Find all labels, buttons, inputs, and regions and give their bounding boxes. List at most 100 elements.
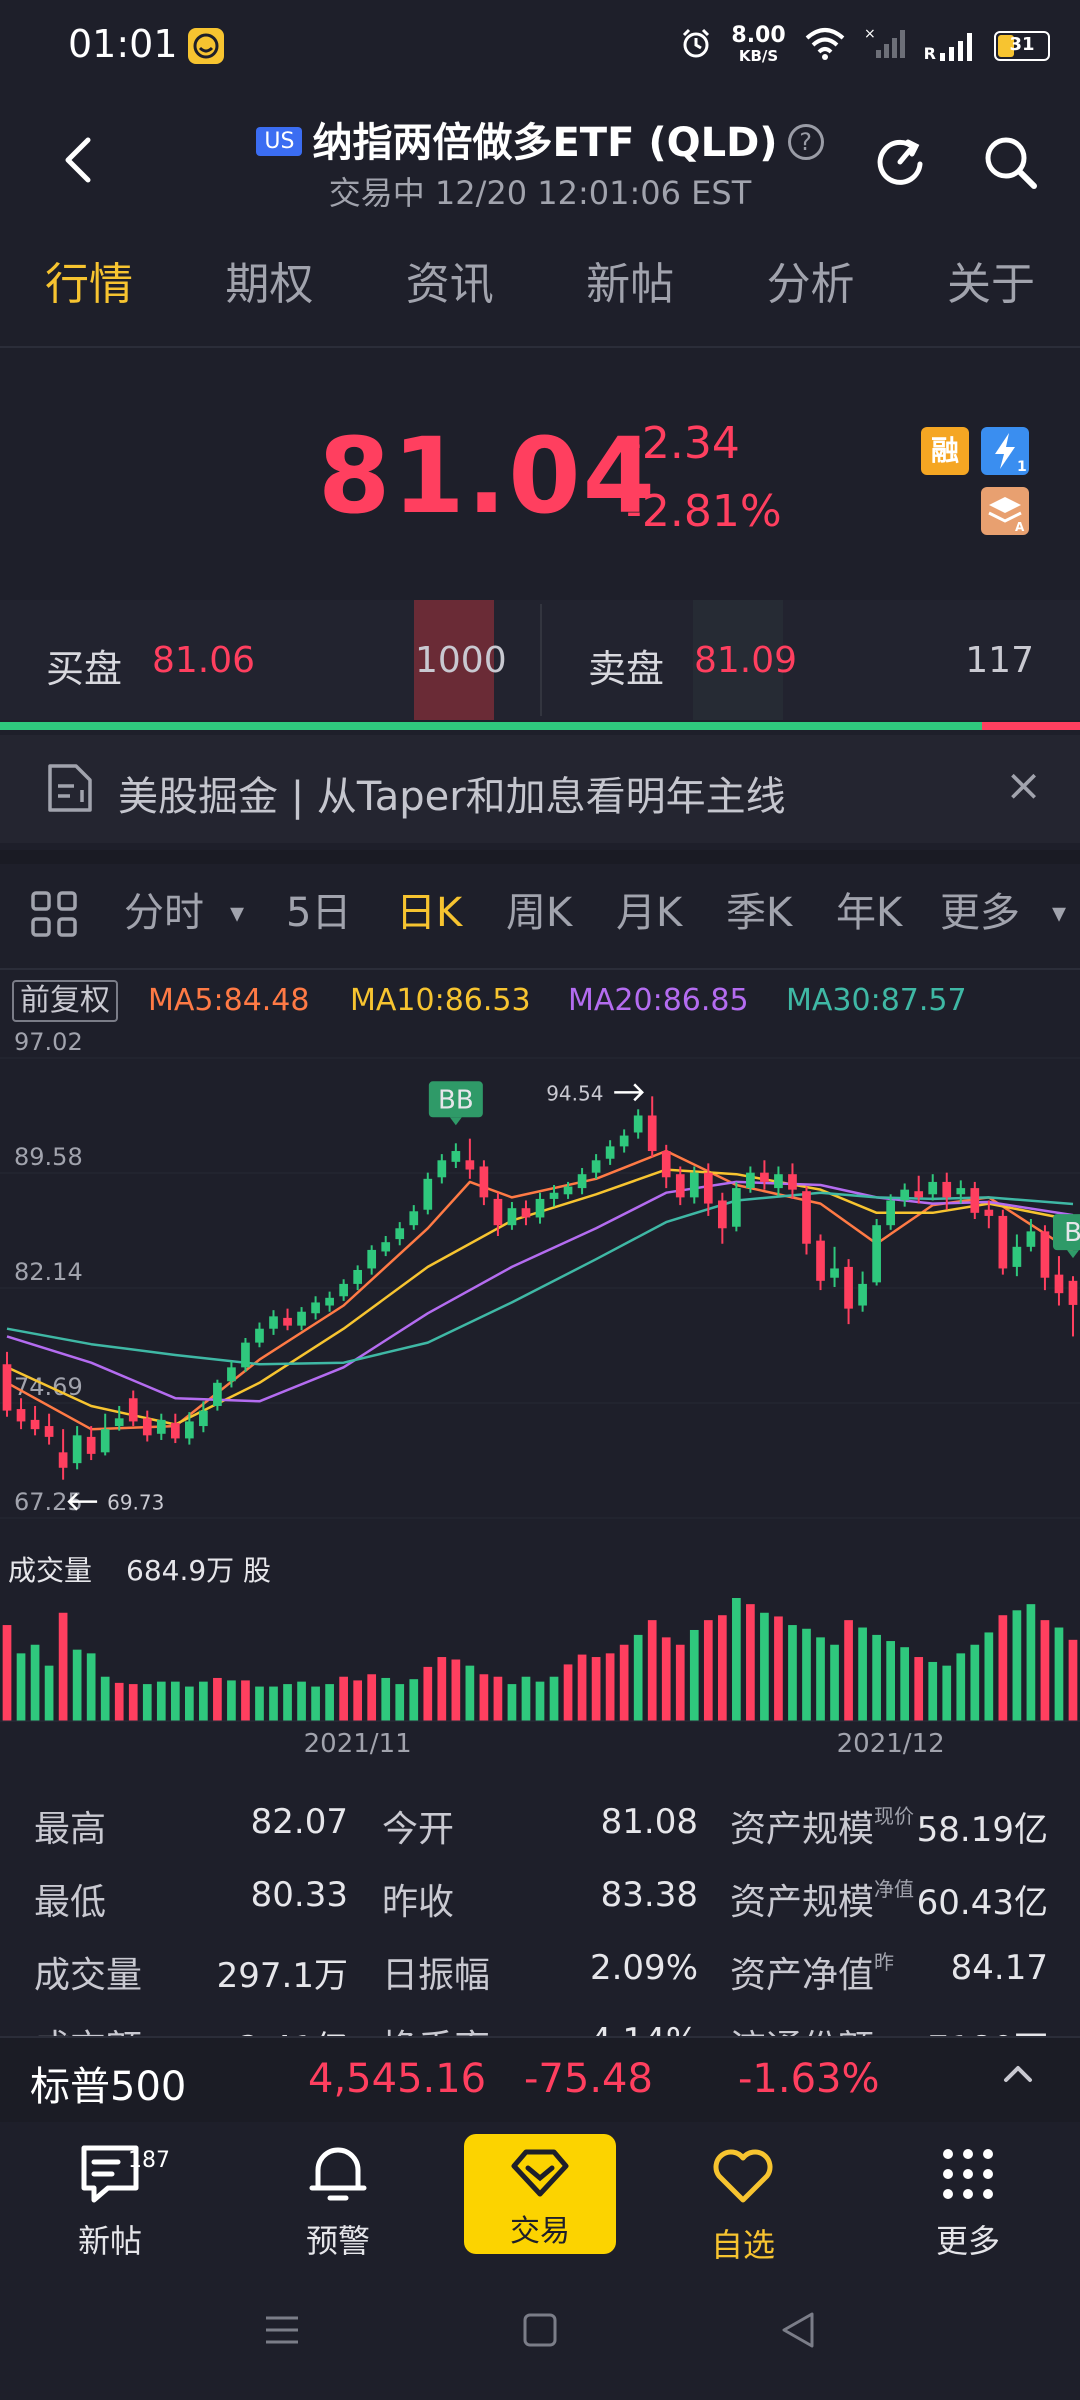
volume-bar (283, 1684, 292, 1721)
svg-text:×: × (864, 26, 876, 42)
candle (970, 1188, 980, 1213)
volume-bar (942, 1665, 952, 1721)
market-badge: US (256, 127, 303, 156)
volume-bar (577, 1654, 587, 1721)
tab-posts[interactable]: 新帖 (586, 259, 675, 310)
stat-low-value: 80.33 (250, 1875, 348, 1915)
candle (156, 1419, 166, 1434)
refresh-button[interactable] (870, 132, 930, 192)
stat-volume-label: 成交量 (34, 1955, 143, 1996)
stat-shares-label: 流通份额 (730, 2019, 874, 2036)
nav-trade[interactable]: 交易 (464, 2134, 616, 2254)
price-adjust-toggle[interactable]: 前复权 (12, 980, 118, 1022)
stat-open-label: 今开 (382, 1809, 455, 1850)
close-icon[interactable]: × (1005, 760, 1042, 811)
help-icon[interactable]: ? (787, 124, 824, 160)
chevron-down-icon[interactable]: ▾ (1052, 896, 1067, 929)
candle (942, 1181, 952, 1198)
candle (563, 1186, 573, 1195)
volume-bar (984, 1632, 994, 1721)
news-banner[interactable] (0, 735, 1080, 843)
period-tab-monthly[interactable]: 月K (616, 890, 683, 936)
lightning-badge-icon[interactable]: 1 (981, 427, 1029, 475)
period-tab-weekly[interactable]: 周K (506, 890, 573, 936)
tab-news[interactable]: 资讯 (405, 259, 494, 310)
index-ticker-bar[interactable] (0, 2036, 1080, 2122)
page-title: 纳指两倍做多ETF (QLD) (312, 120, 778, 166)
index-name[interactable]: 标普500 (30, 2064, 187, 2110)
stat-aum-nav-value: 60.43亿 (916, 1883, 1048, 1923)
ask-label: 卖盘 (588, 647, 665, 691)
period-tab-more[interactable]: 更多 (940, 890, 1020, 936)
volume-bar (1040, 1620, 1050, 1721)
candle (142, 1418, 152, 1436)
period-tab-yearly[interactable]: 年K (836, 890, 903, 936)
period-tab-5day[interactable]: 5日 (286, 890, 352, 936)
tab-options[interactable]: 期权 (225, 259, 314, 310)
volume-bar (605, 1653, 615, 1721)
volume-bar (535, 1681, 545, 1721)
nav-alerts-label: 预警 (305, 2222, 370, 2260)
volume-bar (381, 1677, 391, 1721)
period-tab-daily[interactable]: 日K (396, 890, 463, 936)
nav-watchlist[interactable]: 自选 (663, 2122, 823, 2270)
nav-alerts[interactable]: 预警 (258, 2122, 418, 2270)
system-nav-bar (0, 2270, 1080, 2400)
volume-bar (255, 1686, 264, 1721)
ma20-line (6, 1180, 1074, 1403)
volume-bar (619, 1644, 629, 1721)
back-button[interactable] (50, 130, 110, 190)
last-price: 81.04 (318, 415, 657, 537)
refresh-icon (877, 139, 923, 185)
margin-badge[interactable]: 融 (921, 427, 969, 475)
candle (760, 1172, 769, 1182)
trade-diamond-icon (511, 2149, 569, 2197)
main-tabs: 行情 期权 资讯 新帖 分析 关于 (0, 240, 1080, 340)
candle (900, 1189, 910, 1201)
candle (465, 1160, 475, 1170)
volume-bar (816, 1637, 825, 1721)
grid-icon[interactable] (30, 890, 78, 938)
candle (353, 1269, 363, 1284)
candle (170, 1422, 180, 1439)
stats-panel: 最高 82.07 最低 80.33 成交量 297.1万 成交额 2.41亿 今… (0, 1770, 1080, 2036)
candle (311, 1302, 320, 1314)
stat-open-value: 81.08 (600, 1802, 698, 1842)
nav-more[interactable]: 更多 (888, 2122, 1048, 2270)
tab-quote[interactable]: 行情 (45, 259, 133, 310)
bid-price: 81.06 (152, 640, 256, 681)
layers-badge-icon[interactable]: A (981, 487, 1029, 535)
volume-bar (689, 1629, 699, 1721)
volume-label: 成交量 (8, 1554, 92, 1587)
candle (437, 1160, 447, 1178)
home-icon[interactable] (520, 2310, 560, 2350)
stat-aum-nav-label: 资产规模净值 (730, 1877, 915, 1923)
candle (100, 1429, 110, 1453)
volume-bar (479, 1674, 489, 1721)
back-nav-icon[interactable] (778, 2310, 818, 2350)
tab-about[interactable]: 关于 (946, 259, 1035, 310)
volume-bar (72, 1649, 82, 1721)
signal-2-icon: R (924, 29, 976, 63)
news-doc-icon (46, 762, 94, 814)
nav-posts[interactable]: 187 新帖 (30, 2122, 190, 2270)
volume-bar (241, 1680, 250, 1721)
volume-bar (1068, 1639, 1078, 1721)
divider (540, 604, 542, 716)
candlestick-chart[interactable]: 97.0289.5882.1474.6967.2594.5469.73BBB成交… (0, 1028, 1080, 1758)
chevron-up-icon[interactable] (1000, 2056, 1036, 2092)
nav-watchlist-label: 自选 (710, 2226, 775, 2264)
candle (591, 1160, 601, 1173)
period-tab-quarterly[interactable]: 季K (726, 890, 793, 936)
volume-bar (956, 1653, 966, 1721)
menu-icon[interactable] (262, 2310, 302, 2350)
stat-high-value: 82.07 (250, 1802, 348, 1842)
volume-bar (774, 1616, 783, 1721)
volume-bar (633, 1634, 643, 1721)
chevron-down-icon[interactable]: ▾ (230, 896, 245, 929)
volume-bar (311, 1686, 320, 1721)
news-headline[interactable]: 美股掘金 | 从Taper和加息看明年主线 (118, 774, 786, 820)
period-tab-intraday[interactable]: 分时 (124, 890, 204, 936)
search-button[interactable] (980, 132, 1040, 192)
tab-analysis[interactable]: 分析 (766, 259, 855, 310)
